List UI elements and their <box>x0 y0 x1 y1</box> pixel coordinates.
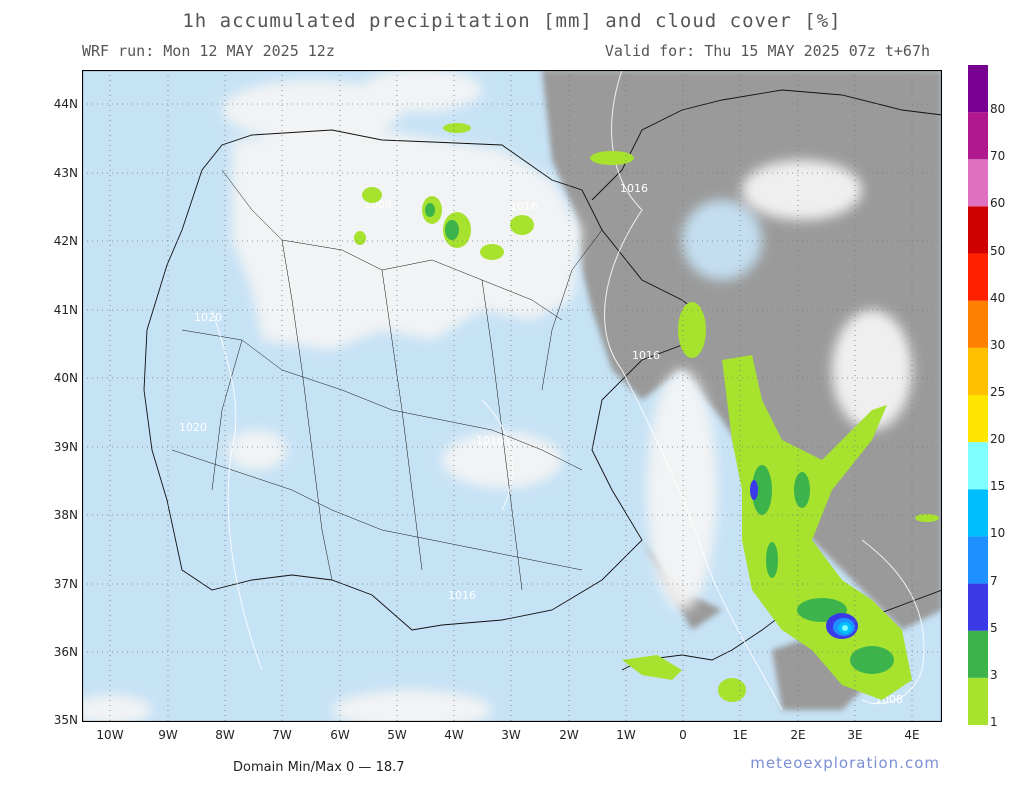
legend-swatch <box>968 489 988 537</box>
lon-label: 7W <box>272 728 292 742</box>
province-borders <box>171 169 603 591</box>
lat-label: 38N <box>53 508 78 522</box>
legend-swatch <box>968 300 988 348</box>
legend-swatch <box>968 536 988 584</box>
legend-label: 80 <box>990 102 1006 117</box>
precipitation-15mm <box>842 625 848 631</box>
brand-link[interactable]: meteoexploration.com <box>750 754 940 772</box>
lat-label: 41N <box>53 303 78 317</box>
run-label: WRF run: Mon 12 MAY 2025 12z <box>82 42 335 60</box>
legend-swatch <box>968 253 988 301</box>
lon-label: 6W <box>330 728 350 742</box>
precipitation-1mm <box>354 123 939 702</box>
isobar-label: 1016 <box>620 182 648 195</box>
lon-label: 2E <box>790 728 806 742</box>
legend-label: 5 <box>990 620 998 635</box>
precipitation-legend <box>968 65 988 725</box>
legend-swatch <box>968 65 988 113</box>
lat-label: 36N <box>53 645 78 659</box>
legend-label: 25 <box>990 385 1006 399</box>
lon-label: 1W <box>616 728 636 742</box>
legend-swatch <box>968 395 988 443</box>
legend-label: 20 <box>990 432 1006 447</box>
domain-minmax: Domain Min/Max 0 — 18.7 <box>233 760 405 775</box>
isobars <box>211 70 925 711</box>
lat-label: 37N <box>53 577 78 591</box>
lon-label: 1E <box>732 728 748 742</box>
lon-label: 5W <box>387 728 407 742</box>
legend-label: 50 <box>990 243 1006 258</box>
legend-label: 70 <box>990 149 1006 164</box>
legend-swatch <box>968 630 988 678</box>
lon-label: 3E <box>847 728 863 742</box>
isobar-label: 1016 <box>510 200 538 213</box>
legend-label: 10 <box>990 526 1006 541</box>
lat-label: 42N <box>53 234 78 248</box>
legend-swatch <box>968 112 988 160</box>
legend-label: 40 <box>990 290 1006 305</box>
isobar-label: 1020 <box>194 311 222 324</box>
lat-label: 39N <box>53 440 78 454</box>
lon-label: 2W <box>559 728 579 742</box>
lon-label: 9W <box>158 728 178 742</box>
legend-label: 30 <box>990 337 1006 352</box>
precipitation-map: 1016 1016 1020 1016 1016 1008 1020 1016 … <box>82 70 942 722</box>
legend-label: 3 <box>990 667 998 682</box>
valid-label: Valid for: Thu 15 MAY 2025 07z t+67h <box>604 42 930 60</box>
lon-label: 4E <box>904 728 920 742</box>
lon-label: 10W <box>96 728 124 742</box>
legend-swatch <box>968 206 988 254</box>
lat-label: 43N <box>53 166 78 180</box>
lon-label: 0 <box>679 728 687 742</box>
lat-label: 40N <box>53 371 78 385</box>
legend-label: 7 <box>990 573 998 588</box>
legend-swatch <box>968 159 988 207</box>
legend-swatch <box>968 583 988 631</box>
lat-lon-grid <box>82 70 942 722</box>
lat-label: 35N <box>53 713 78 727</box>
isobar-label: 1016 <box>632 349 660 362</box>
map-title: 1h accumulated precipitation [mm] and cl… <box>182 10 842 32</box>
legend-label: 60 <box>990 196 1006 211</box>
legend-swatch <box>968 677 988 725</box>
legend-swatch <box>968 442 988 490</box>
legend-label: 15 <box>990 479 1006 494</box>
isobar-label: 1016 <box>448 589 476 602</box>
lat-label: 44N <box>53 97 78 111</box>
lon-label: 3W <box>501 728 521 742</box>
lon-label: 4W <box>444 728 464 742</box>
isobar-label: 1020 <box>179 421 207 434</box>
legend-swatch <box>968 347 988 395</box>
light-cloud-layer <box>82 70 912 722</box>
lon-label: 8W <box>215 728 235 742</box>
isobar-label: 1016 <box>476 434 504 447</box>
legend-label: 1 <box>990 715 998 729</box>
